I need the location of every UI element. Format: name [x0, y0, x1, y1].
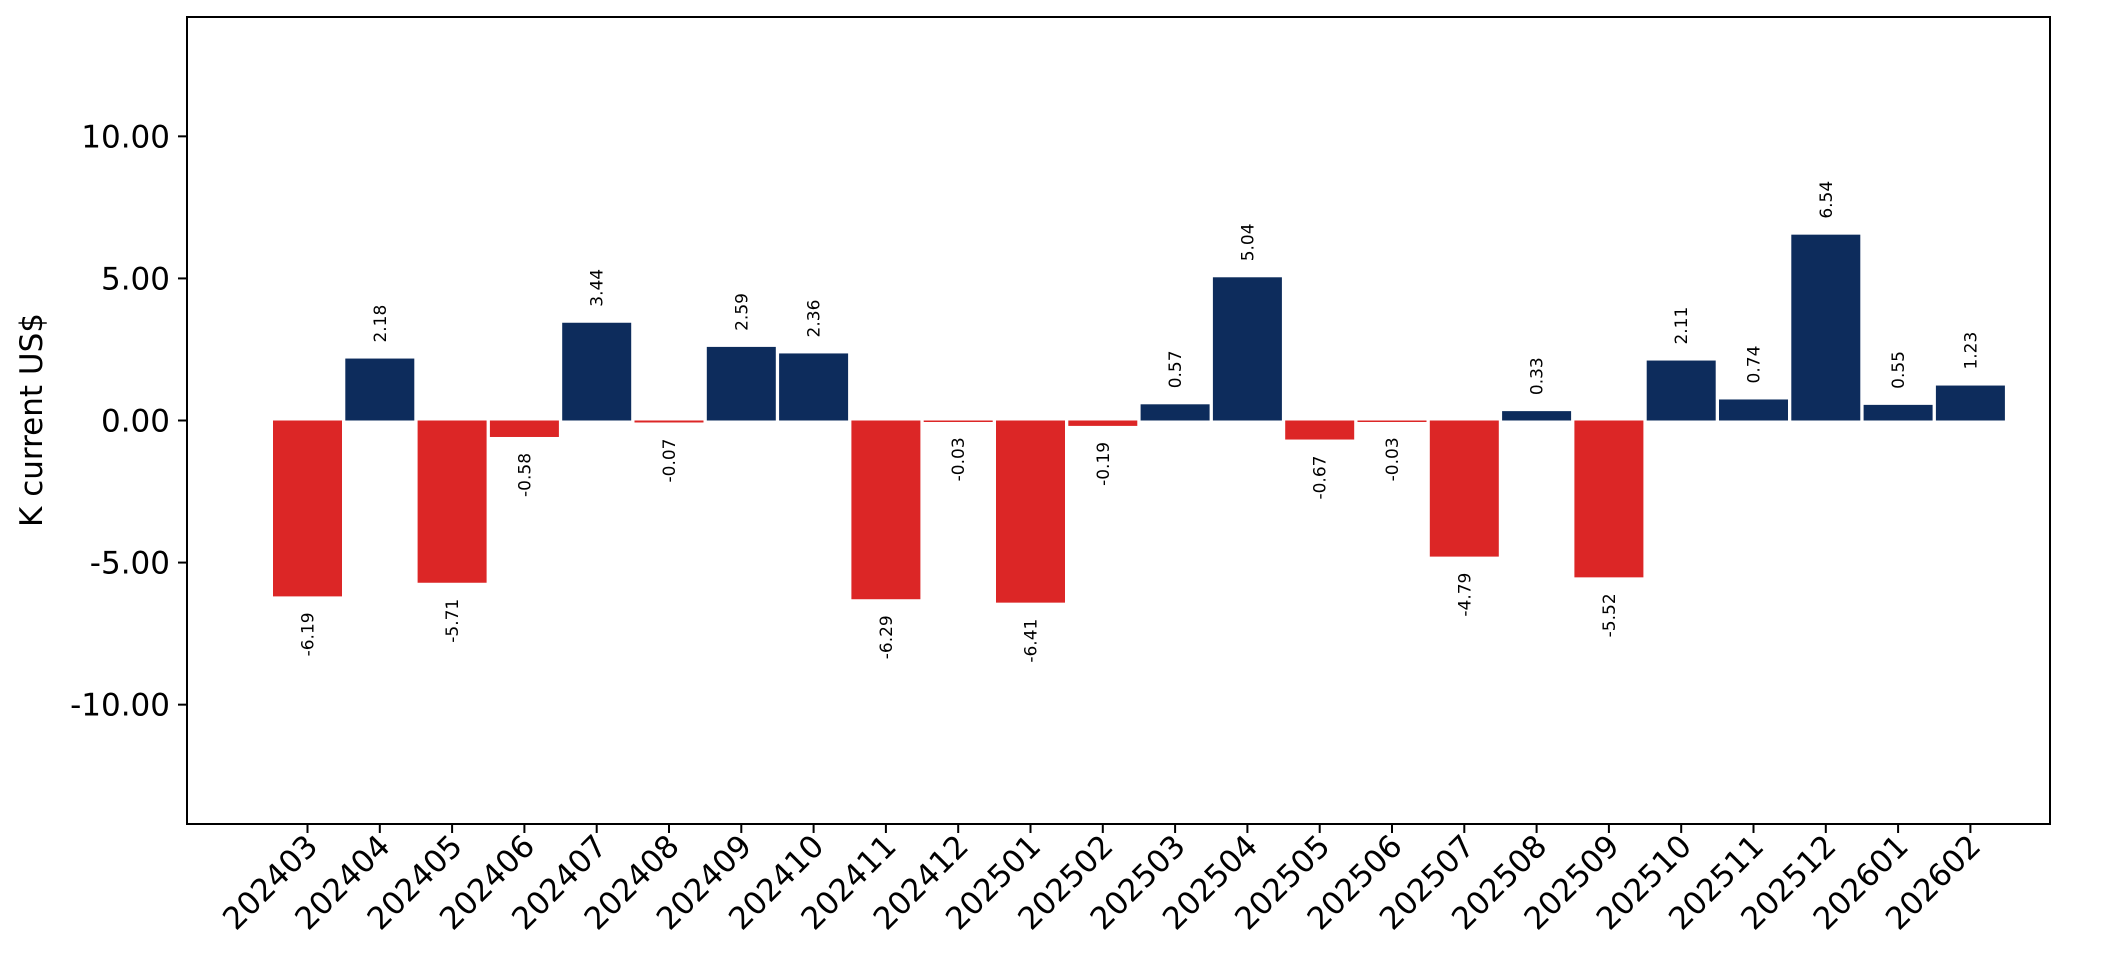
bar-202411: [851, 420, 921, 600]
y-axis-title: K current US$: [14, 313, 50, 527]
y-tick-label: -5.00: [90, 546, 170, 582]
bar-202410: [779, 353, 849, 421]
bar-202501: [996, 420, 1065, 603]
data-label-202412: -0.03: [949, 437, 969, 481]
bar-202406: [489, 420, 559, 437]
bar-202404: [345, 358, 415, 421]
y-tick-label: 10.00: [81, 119, 170, 155]
bars-group: [273, 234, 2005, 603]
data-label-202408: -0.07: [660, 438, 680, 482]
data-label-202507: -4.79: [1455, 573, 1475, 617]
y-tick-label: -10.00: [70, 688, 170, 724]
data-label-202410: 2.36: [805, 300, 825, 338]
data-label-202403: -6.19: [299, 612, 319, 656]
data-label-202602: 1.23: [1961, 332, 1981, 370]
bar-202509: [1574, 420, 1644, 578]
bar-202412: [923, 420, 993, 422]
data-label-202502: -0.19: [1094, 442, 1114, 486]
bar-202505: [1285, 420, 1355, 440]
data-label-202407: 3.44: [588, 269, 608, 307]
bar-202507: [1429, 420, 1499, 557]
data-label-202405: -5.71: [443, 599, 463, 643]
bar-202508: [1502, 411, 1572, 421]
bar-202510: [1646, 360, 1716, 421]
data-label-202404: 2.18: [371, 305, 391, 343]
bar-202506: [1357, 420, 1427, 422]
data-label-202509: -5.52: [1600, 593, 1620, 637]
bar-202512: [1791, 234, 1861, 421]
bar-202403: [273, 420, 342, 597]
data-label-202506: -0.03: [1383, 437, 1403, 481]
x-axis: 2024032024042024052024062024072024082024…: [216, 824, 1988, 937]
bar-202602: [1935, 385, 2005, 421]
bar-202503: [1140, 404, 1210, 421]
bar-202409: [706, 346, 776, 421]
data-label-202510: 2.11: [1672, 307, 1692, 345]
data-label-202406: -0.58: [515, 453, 535, 497]
y-tick-label: 0.00: [101, 404, 170, 440]
data-label-202511: 0.74: [1745, 346, 1765, 384]
bar-202504: [1212, 277, 1282, 421]
bar-202408: [634, 420, 704, 423]
bar-202405: [417, 420, 487, 583]
bar-202407: [562, 322, 632, 421]
y-axis: -10.00 -5.00 0.00 5.00 10.00: [70, 119, 187, 724]
bar-202511: [1719, 399, 1788, 421]
data-label-202409: 2.59: [732, 293, 752, 331]
data-label-202503: 0.57: [1166, 350, 1186, 388]
data-label-202411: -6.29: [877, 615, 897, 659]
data-label-202504: 5.04: [1238, 223, 1258, 261]
data-labels-group: -6.19 2.18 -5.71 -0.58 3.44 -0.07 2.59 2.36 -6.2…: [299, 181, 1982, 663]
data-label-202501: -6.41: [1022, 619, 1042, 663]
y-tick-label: 5.00: [101, 261, 170, 297]
data-label-202512: 6.54: [1817, 181, 1837, 219]
data-label-202508: 0.33: [1528, 357, 1548, 395]
bar-202601: [1863, 404, 1933, 421]
data-label-202601: 0.55: [1889, 351, 1909, 389]
bar-202502: [1068, 420, 1138, 426]
data-label-202505: -0.67: [1311, 456, 1331, 500]
